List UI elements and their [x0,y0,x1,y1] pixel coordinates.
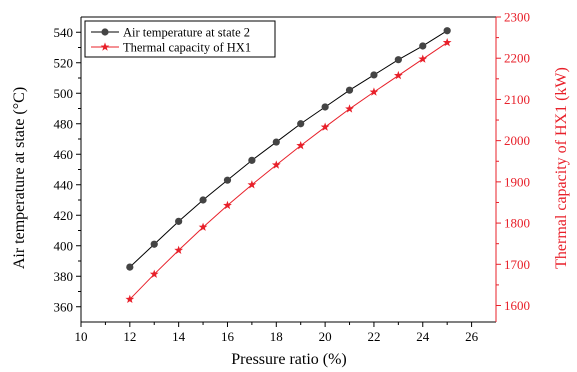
y-left-tick-label: 420 [54,208,74,223]
y-left-tick-label: 460 [54,147,74,162]
series-2-point [198,222,208,231]
legend-marker-1 [101,28,109,36]
series-2-point [369,87,379,96]
legend-label-1: Air temperature at state 2 [123,26,250,40]
x-tick-label: 24 [416,329,430,344]
series-1-point [345,86,354,94]
series-2-point [320,122,330,131]
axes: 10 12 14 16 18 20 22 24 26 360 380 400 420 440 460 480 5… [54,10,531,345]
y-axis-left-label: Air temperature at state (°C) [11,87,28,269]
x-tick-label: 10 [75,329,88,344]
series-2-point [125,294,135,304]
y-right-tick-label: 1900 [504,174,530,189]
series-layer [125,27,452,304]
series-2-point [296,140,306,150]
y-right-tick-label: 2300 [504,10,530,25]
series-2 [125,37,452,304]
x-tick-label: 20 [319,329,332,344]
series-2-point [247,180,257,189]
series-1-point [443,27,451,35]
series-1-point [199,196,207,204]
series-2-point [418,54,428,63]
series-2-point [442,37,452,47]
legend-box [84,20,276,58]
series-1-point [272,138,280,146]
series-1-point [370,71,378,79]
y-left-tick-label: 500 [54,86,74,101]
series-1 [126,27,451,271]
y-left-tick-label: 480 [54,116,74,131]
x-tick-label: 18 [270,329,283,344]
series-2-point [149,269,159,278]
series-1-point [126,263,134,271]
y-right-tick-label: 1800 [504,216,530,231]
x-tick-label: 16 [221,329,235,344]
series-1-point [223,176,232,184]
x-tick-label: 14 [172,329,186,344]
series-1-point [419,42,427,50]
series-2-point [393,70,403,80]
series-1-point [175,217,183,225]
series-2-point [345,104,354,113]
series-1-point [297,120,305,128]
series-1-point [394,56,402,64]
series-1-point [321,103,329,111]
series-1-line [129,30,448,268]
y-right-tick-label: 1600 [504,298,530,313]
y-left-tick-label: 380 [54,269,74,284]
series-1-point [248,156,256,164]
y-right-tick-label: 2100 [504,92,530,107]
x-tick-label: 26 [465,329,479,344]
y-left-tick-label: 520 [54,55,74,70]
series-2-point [223,200,232,210]
y-right-tick-label: 2000 [504,133,530,148]
legend-marker-2 [100,42,110,51]
legend-label-2: Thermal capacity of HX1 [123,41,251,55]
y-right-tick-label: 1700 [504,257,530,272]
series-2-point [174,245,184,255]
y-right-tick-label: 2200 [504,51,530,66]
series-1-point [150,240,158,248]
series-2-line [129,42,448,300]
y-left-tick-label: 540 [54,25,74,40]
y-left-tick-label: 400 [54,238,74,253]
x-tick-label: 22 [367,329,380,344]
x-tick-label: 12 [123,329,136,344]
y-axis-right-label: Thermal capacity of HX1 (kW) [553,67,570,269]
y-left-tick-label: 360 [54,299,74,314]
series-2-point [271,160,281,169]
x-axis-label: Pressure ratio (%) [231,351,347,368]
y-left-tick-label: 440 [54,177,74,192]
